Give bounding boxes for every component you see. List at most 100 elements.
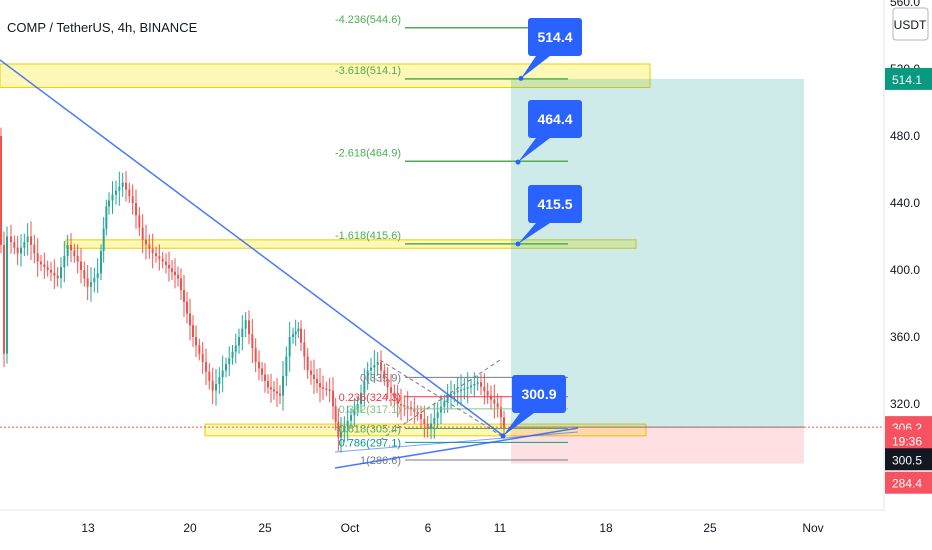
candle-body — [426, 424, 429, 430]
target-callout[interactable] — [512, 375, 566, 413]
candle-body — [168, 264, 170, 269]
candle-body — [6, 236, 8, 354]
candle-body — [436, 412, 439, 418]
candle-body — [23, 242, 26, 248]
candle-body — [406, 406, 409, 408]
candle-body — [0, 136, 2, 245]
candle-body — [60, 267, 62, 279]
candle-body — [306, 356, 309, 371]
candle-body — [125, 182, 127, 190]
candle-body — [100, 251, 102, 274]
position-loss-zone[interactable] — [511, 427, 804, 464]
fib-retracement-label: 0(335.9) — [360, 372, 401, 384]
candle-body — [328, 389, 331, 391]
candle-body — [63, 256, 66, 268]
candle-body — [292, 334, 294, 337]
candle-body — [33, 244, 36, 254]
candle-body — [270, 387, 272, 390]
candle-body — [294, 331, 297, 335]
candle-body — [205, 362, 207, 372]
candle-body — [192, 325, 194, 337]
candle-body — [466, 387, 469, 389]
candle-body — [493, 399, 496, 404]
ascending-trendline[interactable] — [334, 427, 579, 469]
candle-body — [473, 383, 476, 386]
candle-body — [111, 194, 114, 201]
candle-body — [138, 215, 141, 228]
candle-body — [83, 270, 86, 279]
candle-body — [396, 398, 399, 404]
candle-body — [258, 362, 260, 369]
candle-body — [486, 391, 489, 396]
price-axis-tag — [885, 448, 932, 471]
candle-body — [264, 374, 266, 381]
candle-body — [386, 378, 389, 388]
time-tick-label: 6 — [425, 521, 432, 535]
candle-body — [155, 253, 157, 257]
candle-body — [16, 247, 19, 254]
candle-body — [244, 320, 247, 329]
highlight-zone — [65, 239, 637, 249]
candle-body — [360, 392, 362, 404]
candle-body — [356, 404, 359, 410]
candle-body — [416, 411, 419, 415]
candle-body — [180, 278, 182, 291]
candle-body — [254, 348, 257, 363]
candle-body — [158, 256, 161, 259]
pattern-lower-line[interactable] — [334, 431, 579, 453]
candle-body — [483, 386, 486, 392]
candle-body — [241, 328, 244, 337]
candle-body — [36, 253, 39, 262]
candle-body — [490, 395, 492, 400]
candle-body — [102, 228, 105, 252]
candle-body — [80, 261, 82, 270]
candle-body — [141, 227, 144, 240]
candle-body — [353, 409, 356, 416]
price-axis-tag — [885, 67, 932, 90]
candle-body — [390, 387, 392, 393]
candle-body — [300, 328, 302, 343]
candle-body — [208, 371, 211, 382]
chart-title: COMP / TetherUS, 4h, BINANCE — [7, 20, 198, 35]
candle-body — [460, 389, 462, 391]
candle-body — [145, 239, 147, 245]
candle-body — [376, 362, 379, 365]
candle-body — [500, 407, 502, 418]
candle-body — [148, 244, 151, 249]
fib-extension-label: -1.618(415.6) — [335, 230, 401, 242]
currency-unit-badge[interactable] — [892, 7, 929, 41]
pattern-diagonal-line — [379, 359, 506, 439]
candle-body — [30, 236, 32, 245]
price-axis-tag — [885, 471, 932, 494]
candle-body — [108, 200, 110, 207]
candle-body — [400, 404, 402, 406]
target-callout[interactable] — [528, 185, 582, 223]
target-callout[interactable] — [528, 18, 582, 56]
candle-body — [380, 362, 382, 371]
candle-body — [413, 409, 416, 412]
candle-body — [189, 313, 191, 326]
price-tick-label: 560.0 — [890, 0, 920, 9]
time-tick-label: 20 — [183, 521, 197, 535]
candle-body — [115, 190, 117, 195]
candle-body — [443, 401, 446, 407]
callout-anchor-dot — [518, 75, 524, 81]
candle-body — [96, 273, 99, 278]
candle-body — [279, 393, 281, 396]
candle-body — [363, 381, 366, 393]
candle-body — [151, 248, 154, 254]
target-callout[interactable] — [528, 100, 582, 138]
candle-body — [195, 337, 197, 346]
fib-retracement-label: 0.236(324.3) — [339, 392, 401, 404]
price-tick-label: 320.0 — [890, 397, 920, 411]
candle-body — [423, 419, 426, 425]
target-callout-label: 415.5 — [537, 196, 572, 212]
candle-body — [231, 351, 234, 358]
candle-body — [128, 189, 131, 197]
descending-trendline[interactable] — [0, 59, 506, 438]
candle-body — [86, 278, 89, 287]
candle-body — [370, 367, 372, 371]
callout-anchor-dot — [515, 241, 521, 247]
candle-body — [26, 236, 29, 243]
